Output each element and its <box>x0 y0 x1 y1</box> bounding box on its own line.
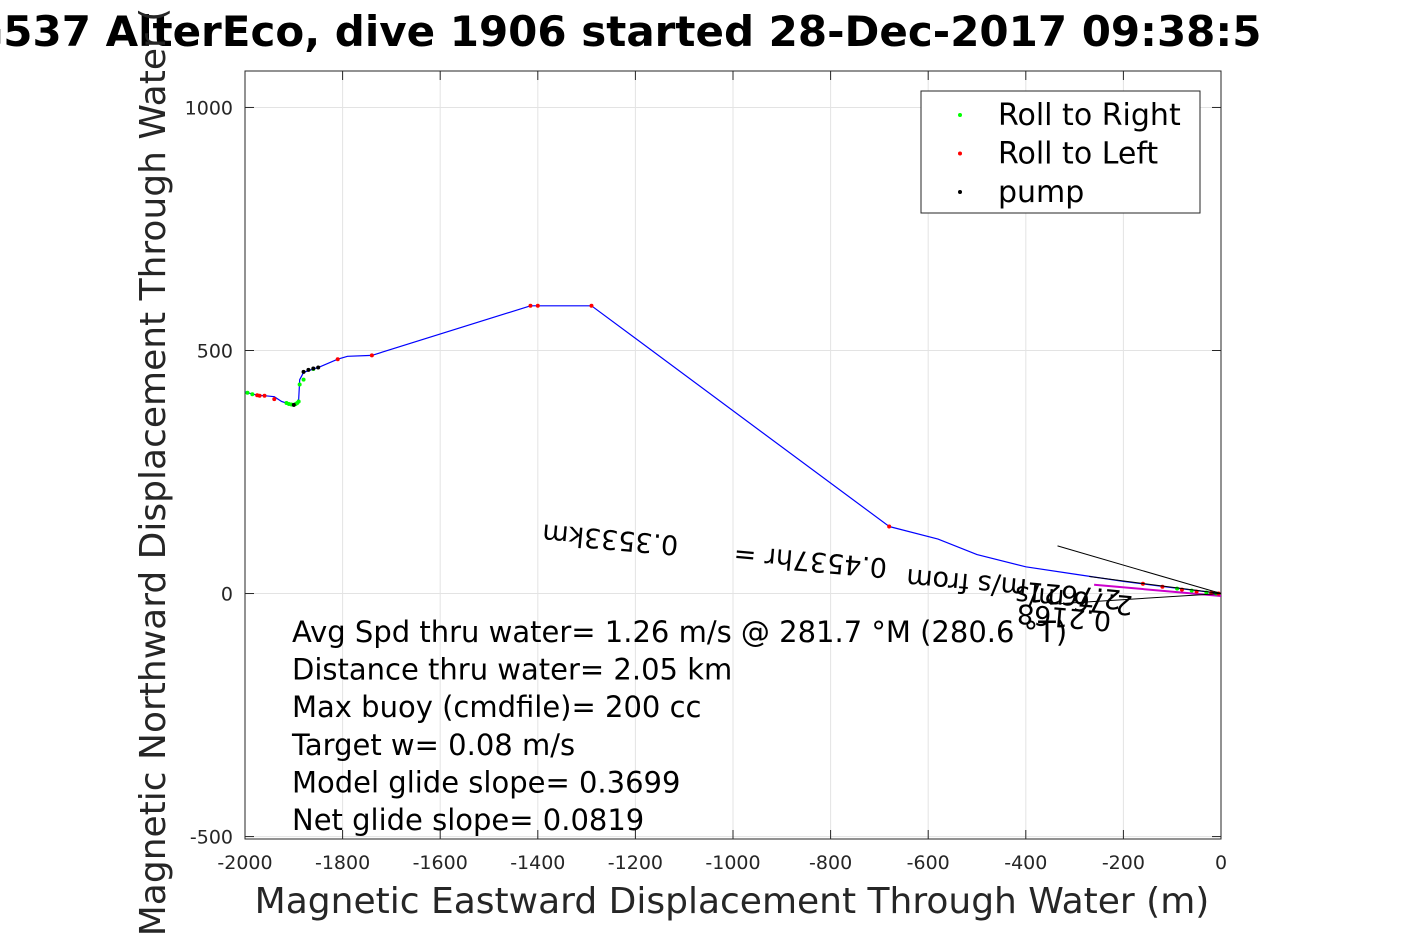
roll-right-point <box>297 382 302 387</box>
pump-point <box>311 366 316 371</box>
x-tick-label: -1800 <box>315 852 370 874</box>
annotation-text: 0.4537hr = <box>732 539 888 583</box>
x-axis-label: Magnetic Eastward Displacement Through W… <box>255 881 1210 922</box>
roll-right-point <box>301 377 306 382</box>
roll-left-point <box>589 303 594 308</box>
axis-ticks: -2000 -1800 -1600 -1400 -1200 -1000 -800 -600 -4… <box>185 71 1227 874</box>
x-tick-label: 0 <box>1215 852 1227 874</box>
annotation-text: 0.3533km <box>541 517 680 560</box>
roll-left-point <box>369 353 374 358</box>
x-tick-label: -1000 <box>705 852 760 874</box>
annotation-leader <box>1089 576 1222 595</box>
x-tick-label: -1400 <box>510 852 565 874</box>
roll-left-point <box>335 357 340 362</box>
chart-title: SG537 AlterEco, dive 1906 started 28-Dec… <box>0 7 1261 56</box>
pump-point <box>306 367 311 372</box>
roll-right-point <box>284 400 289 405</box>
stats-line: Distance thru water= 2.05 km <box>292 653 732 687</box>
x-tick-label: -1600 <box>413 852 468 874</box>
legend-marker <box>958 151 962 156</box>
legend-box <box>920 90 1201 214</box>
roll-left-point <box>272 397 277 402</box>
track-tail-overlay <box>1094 583 1222 597</box>
roll-left-point <box>887 524 892 529</box>
stats-line: Target w= 0.08 m/s <box>291 728 575 762</box>
legend-marker <box>958 113 962 117</box>
stats-line: Net glide slope= 0.0819 <box>292 803 644 837</box>
pump-point <box>291 402 296 407</box>
stats-layer: Avg Spd thru water= 1.26 m/s @ 281.7 °M … <box>291 615 1067 837</box>
annotation-text: m/s from <box>905 562 1028 603</box>
roll-left-point <box>535 303 540 308</box>
y-tick-label: -500 <box>190 827 233 849</box>
legend-marker <box>958 190 962 194</box>
y-axis-label: Magnetic Northward Displacement Through … <box>133 8 174 937</box>
y-tick-label: 0 <box>221 584 233 606</box>
stats-line: Avg Spd thru water= 1.26 m/s @ 281.7 °M … <box>292 615 1067 649</box>
annotation-leader <box>1057 545 1222 595</box>
y-tick-label: 500 <box>197 340 233 362</box>
stats-line: Max buoy (cmdfile)= 200 cc <box>292 690 701 724</box>
legend-label: Roll to Right <box>998 98 1181 133</box>
roll-right-point <box>250 392 255 397</box>
roll-left-point <box>528 303 533 308</box>
roll-right-point <box>245 390 250 395</box>
x-tick-label: -800 <box>809 852 852 874</box>
x-tick-label: -1200 <box>608 852 663 874</box>
legend-label: pump <box>998 175 1084 210</box>
x-tick-label: -400 <box>1004 852 1047 874</box>
x-tick-label: -600 <box>907 852 950 874</box>
annotation-leader <box>1050 593 1222 605</box>
x-tick-label: -2000 <box>217 852 272 874</box>
legend-label: Roll to Left <box>998 137 1158 172</box>
pump-point <box>316 365 321 370</box>
pump-point <box>301 369 306 374</box>
stats-line: Model glide slope= 0.3699 <box>292 765 680 799</box>
x-tick-label: -200 <box>1102 852 1145 874</box>
roll-left-point <box>262 393 267 398</box>
roll-left-point <box>255 393 260 398</box>
y-tick-label: 1000 <box>185 97 233 119</box>
